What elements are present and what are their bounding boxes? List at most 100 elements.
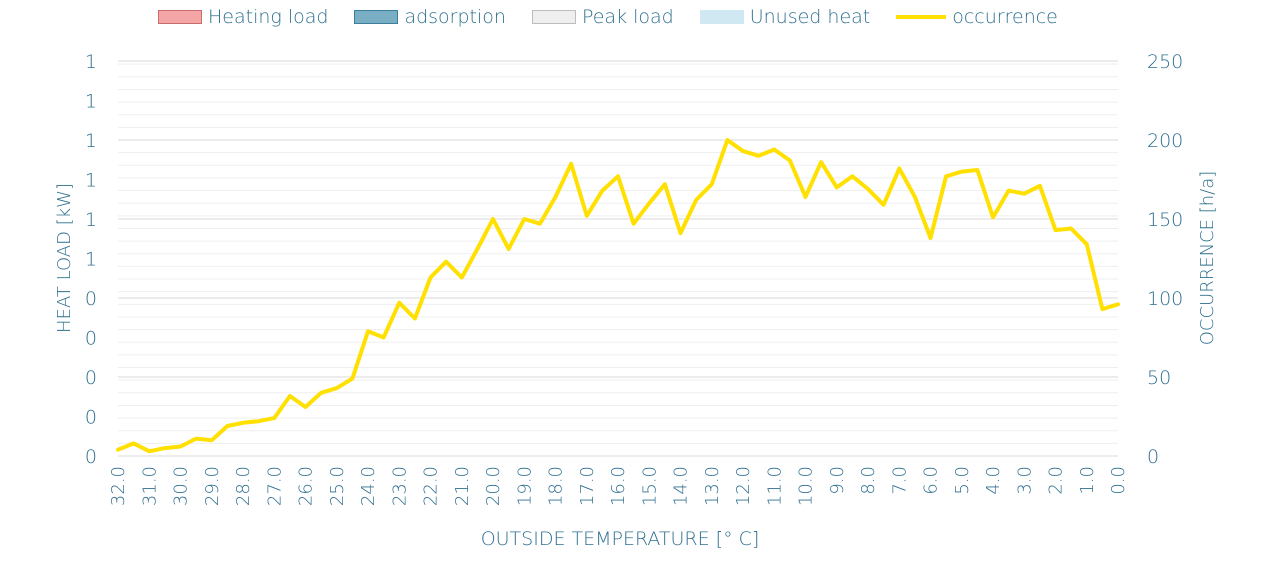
x-axis-title: OUTSIDE TEMPERATURE [° C] xyxy=(481,528,760,550)
data-point-occurrence xyxy=(507,247,511,251)
x-tick-label: 22.0 xyxy=(421,466,442,506)
left-tick-label: 0 xyxy=(85,328,97,350)
left-tick-label: 1 xyxy=(85,91,97,113)
x-axis: 32.0 31.0 30.0 29.0 28.0 27.0 26.0 25.0 24.0 23.0… xyxy=(108,466,1129,506)
legend-item-occurrence[interactable]: occurrence xyxy=(896,6,1058,28)
right-axis: 0 50 100 150 200 250 xyxy=(1147,51,1183,468)
data-point-occurrence xyxy=(382,336,386,339)
data-point-occurrence xyxy=(272,416,276,420)
x-tick-label: 6.0 xyxy=(921,466,942,495)
x-tick-label: 4.0 xyxy=(983,466,1004,495)
x-tick-label: 8.0 xyxy=(858,466,879,495)
data-point-occurrence xyxy=(1116,302,1120,306)
data-point-occurrence xyxy=(819,160,823,164)
data-point-occurrence xyxy=(1054,228,1057,232)
data-point-occurrence xyxy=(241,421,245,425)
chart-grid xyxy=(118,60,1118,457)
data-point-occurrence xyxy=(116,448,120,452)
right-tick-label: 250 xyxy=(1147,51,1183,73)
data-point-occurrence xyxy=(757,154,761,158)
data-point-occurrence xyxy=(1069,227,1073,230)
left-tick-label: 0 xyxy=(85,367,97,389)
x-tick-label: 31.0 xyxy=(139,466,160,506)
x-tick-label: 26.0 xyxy=(296,466,317,506)
x-tick-label: 30.0 xyxy=(171,466,192,506)
data-point-occurrence xyxy=(991,215,995,219)
x-tick-label: 9.0 xyxy=(827,466,848,495)
legend-item-adsorption[interactable]: adsorption xyxy=(354,6,506,28)
x-tick-label: 3.0 xyxy=(1014,466,1035,495)
data-point-occurrence xyxy=(647,201,651,205)
data-point-occurrence xyxy=(538,222,542,226)
left-tick-label: 0 xyxy=(85,407,97,429)
data-point-occurrence xyxy=(319,391,323,395)
data-point-occurrence xyxy=(772,148,776,151)
legend-item-peak-load[interactable]: Peak load xyxy=(531,6,674,28)
y-axis-title-right: OCCURRENCE [h/a] xyxy=(1197,171,1218,346)
data-point-occurrence xyxy=(413,317,417,320)
data-point-occurrence xyxy=(1085,242,1089,246)
x-tick-label: 28.0 xyxy=(233,466,254,506)
x-tick-label: 1.0 xyxy=(1077,466,1098,495)
data-point-occurrence xyxy=(210,438,214,442)
legend-swatch-heating-load xyxy=(158,10,202,24)
data-point-occurrence xyxy=(179,445,182,448)
legend-item-unused-heat[interactable]: Unused heat xyxy=(699,6,871,28)
data-point-occurrence xyxy=(850,174,854,178)
right-tick-label: 0 xyxy=(1147,446,1159,468)
data-point-occurrence xyxy=(679,231,682,235)
right-tick-label: 200 xyxy=(1147,130,1183,152)
legend-swatch-adsorption xyxy=(354,10,399,24)
legend-item-heating-load[interactable]: Heating load xyxy=(158,6,328,28)
data-point-occurrence xyxy=(194,437,198,441)
data-point-occurrence xyxy=(585,214,589,218)
data-point-occurrence xyxy=(444,260,448,264)
data-point-occurrence xyxy=(257,419,261,423)
data-point-occurrence xyxy=(929,236,932,240)
left-tick-label: 1 xyxy=(85,130,97,152)
data-point-occurrence xyxy=(694,198,698,202)
x-tick-label: 10.0 xyxy=(796,466,817,506)
series-layer xyxy=(116,138,1120,454)
x-tick-label: 32.0 xyxy=(108,466,129,506)
data-point-occurrence xyxy=(491,217,495,221)
left-tick-label: 0 xyxy=(85,288,97,310)
data-point-occurrence xyxy=(522,217,526,221)
legend-swatch-occurrence xyxy=(896,15,947,19)
x-tick-label: 13.0 xyxy=(702,466,723,506)
data-point-occurrence xyxy=(132,441,136,445)
x-tick-label: 2.0 xyxy=(1046,466,1067,495)
data-point-occurrence xyxy=(350,377,354,381)
data-point-occurrence xyxy=(475,247,479,251)
data-point-occurrence xyxy=(632,222,636,226)
data-point-occurrence xyxy=(663,182,667,186)
legend-swatch-unused-heat xyxy=(699,10,744,24)
data-point-occurrence xyxy=(710,182,714,186)
x-tick-label: 16.0 xyxy=(608,466,629,506)
data-point-occurrence xyxy=(460,276,464,279)
data-point-occurrence xyxy=(741,149,745,153)
left-tick-label: 0 xyxy=(85,446,97,468)
series-line-occurrence xyxy=(116,138,1120,454)
x-tick-label: 12.0 xyxy=(733,466,754,506)
data-point-occurrence xyxy=(960,170,964,174)
right-tick-label: 150 xyxy=(1147,209,1183,231)
x-tick-label: 0.0 xyxy=(1108,466,1129,495)
x-tick-label: 14.0 xyxy=(671,466,692,506)
left-tick-label: 1 xyxy=(85,209,97,231)
x-tick-label: 15.0 xyxy=(639,466,660,506)
data-point-occurrence xyxy=(788,159,792,162)
legend-label-unused-heat: Unused heat xyxy=(749,6,871,28)
data-point-occurrence xyxy=(397,301,401,305)
left-tick-label: 1 xyxy=(85,170,97,192)
data-point-occurrence xyxy=(147,449,151,453)
x-tick-label: 25.0 xyxy=(327,466,348,506)
data-point-occurrence xyxy=(1100,307,1104,311)
legend-swatch-peak-load xyxy=(531,10,576,24)
x-tick-label: 11.0 xyxy=(764,466,785,506)
data-point-occurrence xyxy=(882,203,886,207)
data-point-occurrence xyxy=(335,386,339,390)
x-tick-label: 5.0 xyxy=(952,466,973,495)
data-point-occurrence xyxy=(554,195,557,199)
